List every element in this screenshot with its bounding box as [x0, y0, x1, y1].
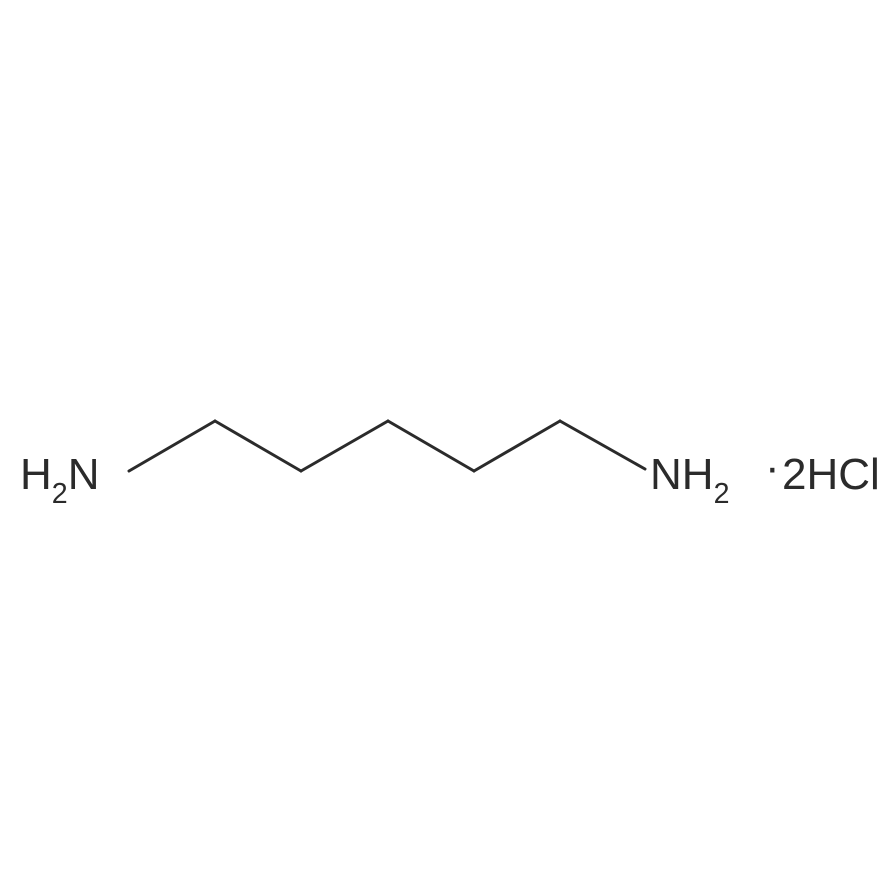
left-amine-label: H2N	[20, 450, 99, 507]
salt-label: 2HCl	[782, 450, 880, 500]
molecule-canvas	[0, 0, 890, 890]
right-amine-label: NH2	[650, 450, 729, 507]
salt-dot-label: ·	[765, 443, 780, 493]
